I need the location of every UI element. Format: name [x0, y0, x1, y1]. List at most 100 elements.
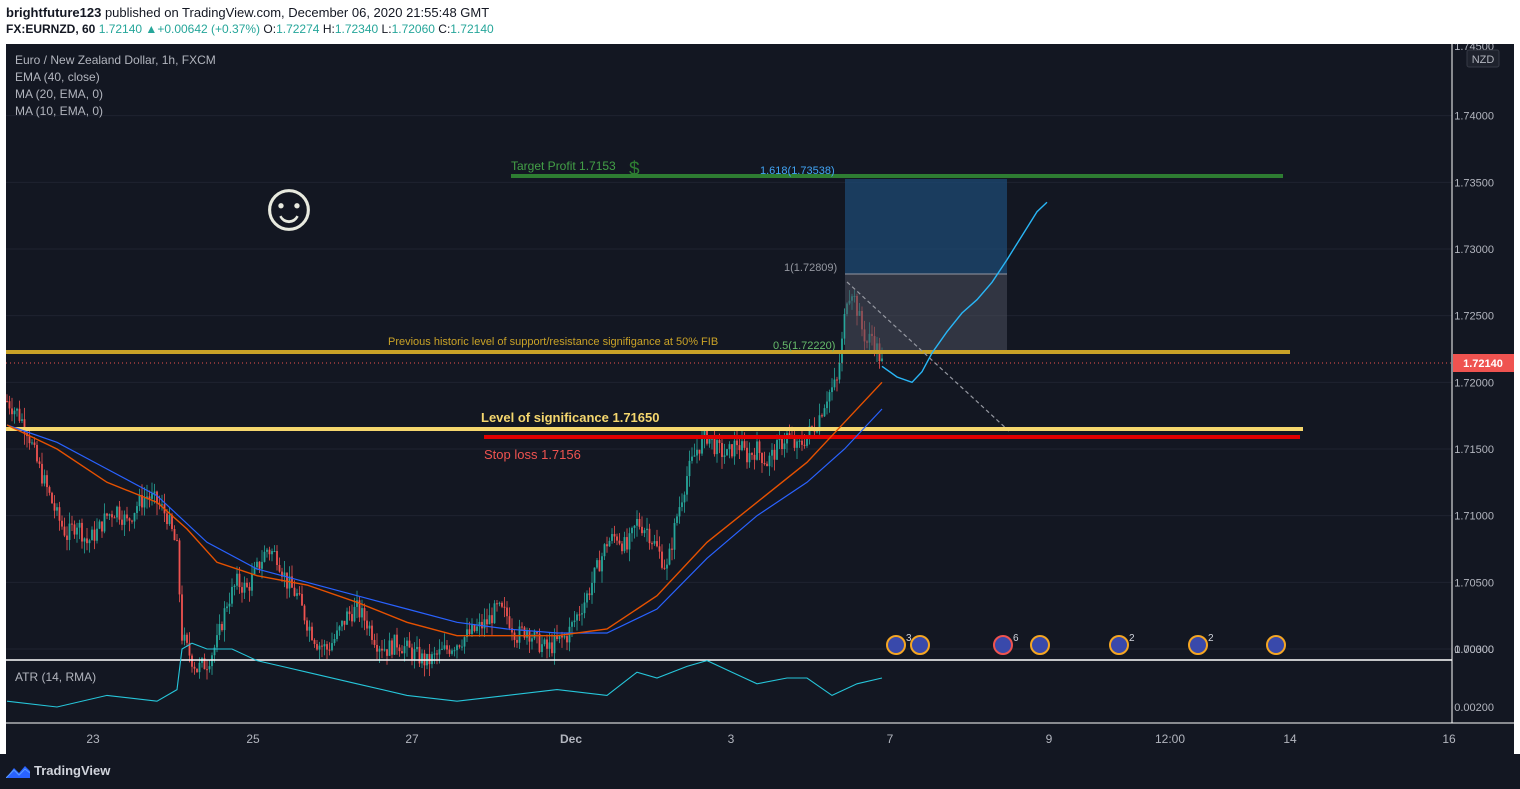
candle-body: [768, 455, 771, 467]
candle-body: [678, 507, 681, 517]
atr-axis[interactable]: 0.00300 0.00200: [1454, 644, 1494, 714]
historic-level-label: Previous historic level of support/resis…: [388, 336, 718, 348]
candle-body: [526, 630, 528, 638]
price-tick-label: 1.71000: [1454, 511, 1494, 523]
candle-body: [828, 392, 831, 402]
candle-body: [466, 629, 468, 638]
candle-body: [288, 576, 291, 589]
candle-body: [261, 561, 263, 569]
candle-body: [796, 441, 798, 448]
event-marker[interactable]: 6: [993, 633, 1019, 655]
currency-badge-label: NZD: [1472, 54, 1495, 66]
candle-body: [593, 567, 596, 583]
event-marker[interactable]: 2: [1109, 633, 1135, 655]
chart-area[interactable]: Target Profit 1.7153 $ 1.618(1.73538) 1(…: [6, 44, 1514, 754]
candle-body: [221, 624, 223, 631]
price-chart[interactable]: Target Profit 1.7153 $ 1.618(1.73538) 1(…: [6, 44, 1514, 754]
candle-body: [273, 550, 276, 552]
candle-body: [96, 528, 98, 541]
candle-body: [6, 401, 8, 403]
candle-body: [716, 440, 718, 455]
candle-body: [711, 438, 713, 440]
candle-body: [621, 543, 623, 552]
candle-body: [826, 401, 828, 409]
candle-body: [161, 504, 163, 506]
candle-body: [366, 620, 368, 629]
smiley-icon: ☺: [253, 167, 324, 245]
time-axis[interactable]: 23 25 27 Dec 3 7 9 12:00 14 16: [86, 732, 1456, 746]
candle-body: [506, 607, 508, 617]
time-tick-label: 14: [1283, 732, 1297, 746]
candle-body: [731, 444, 733, 457]
candle-body: [708, 438, 711, 444]
candle-body: [736, 440, 738, 446]
candle-body: [266, 549, 268, 552]
ohlc-line: FX:EURNZD, 60 1.72140 ▲+0.00642 (+0.37%)…: [6, 22, 494, 36]
candle-body: [58, 507, 61, 521]
candle-body: [183, 634, 186, 641]
candle-body: [303, 605, 306, 621]
event-count: 2: [1129, 633, 1135, 644]
brand-name[interactable]: TradingView: [34, 763, 111, 778]
candle-body: [111, 514, 113, 518]
candle-body: [91, 529, 93, 541]
event-marker[interactable]: 2: [1188, 633, 1214, 655]
candle-body: [523, 627, 526, 638]
candle-body: [478, 621, 481, 627]
candle-body: [246, 582, 248, 587]
close-value: 1.72140: [450, 22, 494, 36]
candle-body: [61, 520, 63, 527]
candle-body: [456, 645, 458, 651]
candle-body: [578, 614, 581, 616]
candle-body: [543, 639, 546, 645]
event-marker[interactable]: 3: [886, 633, 912, 655]
candle-body: [233, 585, 236, 587]
price-tick-label: 1.73000: [1454, 244, 1494, 256]
event-marker[interactable]: [910, 635, 930, 655]
currency-badge[interactable]: [1466, 49, 1500, 68]
author-name[interactable]: brightfuture123: [6, 5, 102, 20]
candle-body: [123, 514, 126, 525]
candle-body: [351, 614, 353, 622]
candle-body: [438, 649, 441, 655]
candle-body: [383, 649, 386, 651]
trend-dashed-line: [846, 281, 1010, 432]
candle-body: [348, 611, 351, 615]
tradingview-logo-icon[interactable]: [6, 764, 30, 778]
candle-body: [106, 513, 108, 516]
candle-body: [181, 594, 183, 641]
candle-body: [283, 572, 286, 577]
price-axis[interactable]: 1.74000 1.73500 1.73000 1.72500 1.72000 1.715…: [1454, 44, 1494, 656]
candle-body: [251, 574, 253, 591]
candle-body: [643, 530, 646, 534]
candle-body: [23, 419, 26, 434]
candle-body: [8, 401, 11, 409]
legend-atr[interactable]: ATR (14, RMA): [15, 670, 97, 684]
candle-body: [93, 529, 96, 541]
candle-body: [753, 454, 756, 460]
candle-body: [473, 624, 476, 631]
profit-zone: [845, 179, 1007, 274]
event-marker[interactable]: [1030, 635, 1050, 655]
candle-body: [306, 620, 308, 631]
ma20-line: [6, 408, 883, 634]
event-markers[interactable]: 3 6 2 2: [886, 633, 1286, 655]
legend-ma20[interactable]: MA (20, EMA, 0): [15, 87, 104, 101]
legend-ema[interactable]: EMA (40, close): [15, 70, 100, 84]
candle-body: [331, 643, 333, 651]
candle-body: [583, 602, 586, 614]
candle-body: [531, 638, 533, 642]
candle-body: [511, 628, 513, 633]
candle-body: [468, 629, 471, 634]
candle-body: [338, 626, 341, 631]
candle-body: [293, 587, 296, 596]
candle-body: [771, 449, 773, 456]
event-marker[interactable]: [1266, 635, 1286, 655]
legend-ma10[interactable]: MA (10, EMA, 0): [15, 104, 104, 118]
legend-instrument[interactable]: Euro / New Zealand Dollar, 1h, FXCM: [15, 53, 216, 67]
candle-body: [361, 608, 363, 618]
eu-flag-icon: [1030, 635, 1050, 655]
candle-body: [493, 603, 496, 624]
candle-body: [486, 619, 488, 625]
candle-body: [581, 613, 583, 615]
